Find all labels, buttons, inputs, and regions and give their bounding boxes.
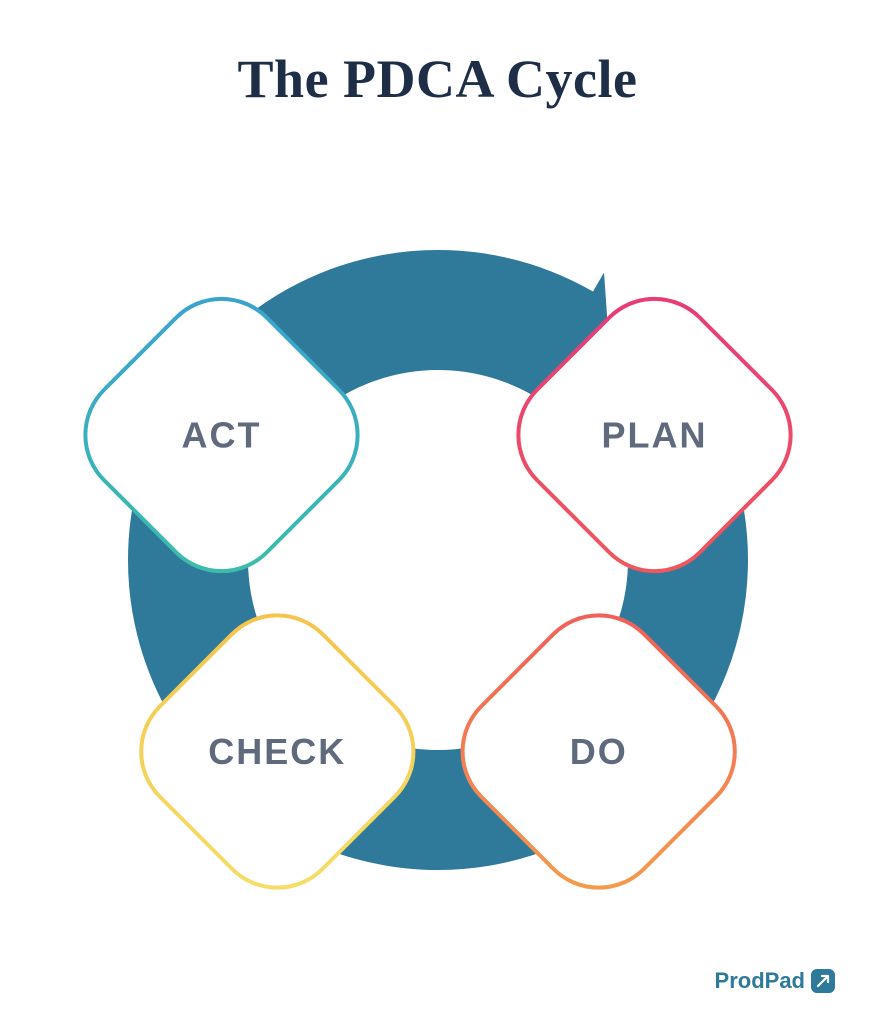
pdca-cycle-svg: PLAN DO CHECK ACT [88, 210, 788, 910]
footer-brand-icon [811, 969, 835, 993]
node-label-act: ACT [181, 415, 261, 456]
node-label-do: DO [569, 731, 627, 772]
node-label-plan: PLAN [601, 415, 707, 456]
pdca-cycle: PLAN DO CHECK ACT [88, 210, 788, 910]
page-title: The PDCA Cycle [0, 48, 875, 110]
page: { "title": { "text": "The PDCA Cycle", "… [0, 0, 875, 1024]
footer-logo: ProdPad [715, 968, 835, 994]
footer-brand-text: ProdPad [715, 968, 805, 994]
node-label-check: CHECK [208, 731, 346, 772]
